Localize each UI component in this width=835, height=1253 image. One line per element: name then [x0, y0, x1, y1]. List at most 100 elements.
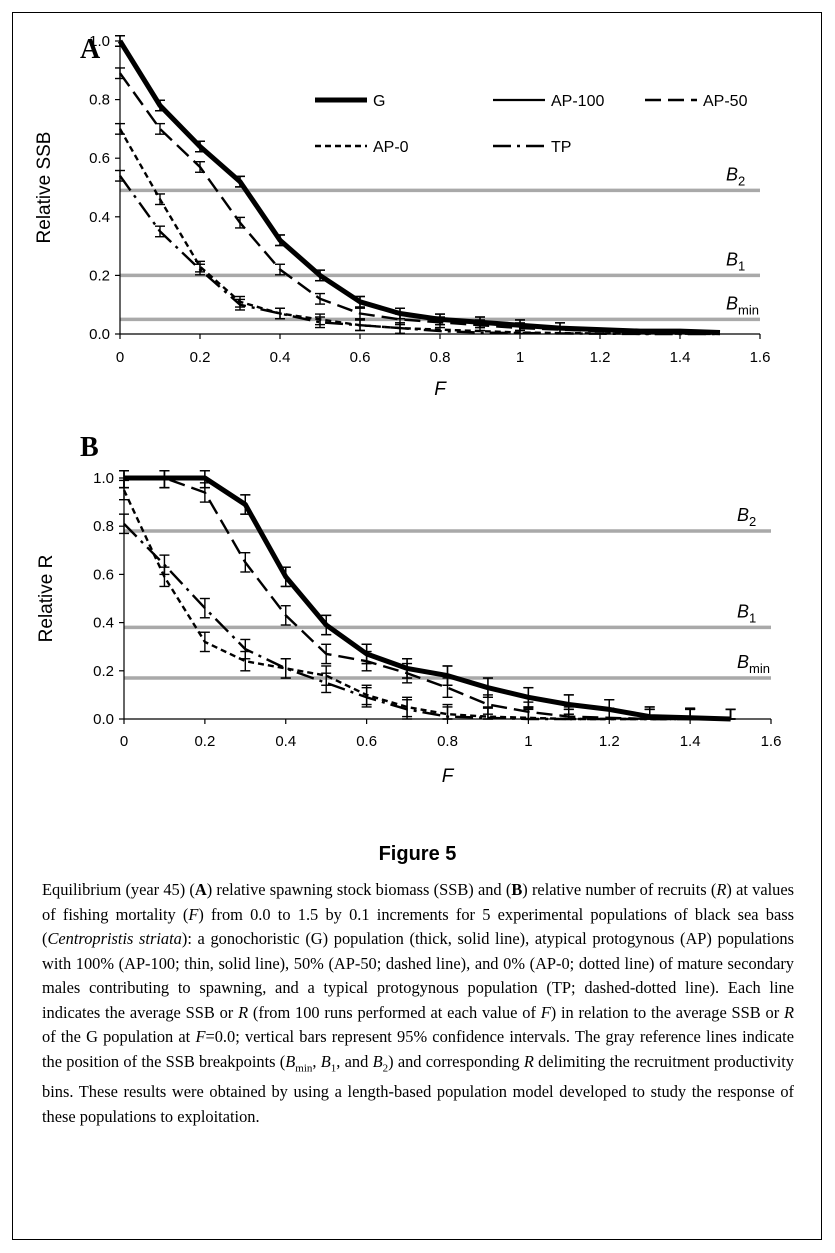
reference-label: B1 [737, 601, 756, 625]
x-tick-label: 0 [120, 733, 128, 750]
legend-label: G [373, 93, 385, 110]
y-tick-label: 0.2 [93, 663, 114, 680]
caption-part: min [295, 1061, 313, 1074]
reference-label: Bmin [726, 293, 759, 317]
caption-part: R [523, 1051, 534, 1071]
ref-label-sub: min [738, 302, 759, 317]
series-line-ap-50 [124, 476, 731, 721]
y-tick-label: 0.0 [93, 711, 114, 728]
ref-label-sub: min [749, 661, 770, 676]
caption-part: 1 [330, 1061, 337, 1074]
panel-letter: B [80, 432, 99, 463]
caption-part: A [194, 880, 207, 899]
caption-part: (from 100 runs performed at each value o… [248, 1002, 541, 1022]
ref-label-sub: 2 [749, 514, 756, 529]
caption-part: R [716, 880, 727, 899]
caption-part: ) relative spawning stock biomass (SSB) … [206, 880, 512, 899]
x-tick-label: 0.8 [430, 349, 451, 366]
series-line-g [124, 475, 731, 722]
reference-label: B2 [726, 164, 745, 188]
x-tick-label: 1 [516, 349, 524, 366]
ref-label-main: B [726, 293, 738, 313]
caption-part: Equilibrium (year 45) ( [42, 880, 195, 899]
ref-label-main: B [726, 249, 738, 269]
y-tick-label: 0.4 [93, 615, 114, 632]
ref-label-main: B [737, 652, 749, 672]
x-tick-label: 0.2 [190, 349, 211, 366]
y-tick-label: 0.8 [93, 518, 114, 535]
caption-part: B [511, 880, 523, 899]
caption-part: F [188, 904, 199, 924]
legend-label: TP [551, 139, 571, 156]
x-tick-label: 0 [116, 349, 124, 366]
figure-frame [12, 12, 822, 1240]
series-line-ap-50 [119, 72, 721, 335]
figure-title: Figure 5 [378, 843, 457, 865]
x-tick-label: 1.2 [590, 349, 611, 366]
x-tick-label: 0.4 [270, 349, 291, 366]
y-tick-label: 0.6 [89, 150, 110, 167]
caption-part: F [195, 1027, 206, 1046]
caption-part: 2 [382, 1061, 389, 1074]
caption-part: F [540, 1002, 551, 1022]
reference-label: B1 [726, 249, 745, 273]
x-tick-label: 1.2 [599, 733, 620, 750]
x-tick-label: 0.8 [437, 733, 458, 750]
x-tick-label: 1.4 [680, 733, 701, 750]
ref-label-main: B [737, 505, 749, 525]
caption-part: ) in relation to the average SSB or [550, 1002, 784, 1022]
caption-part: delimiting the recruitment productivity … [42, 1051, 794, 1126]
series-line-ap-0 [122, 489, 731, 721]
caption-part: R [238, 1002, 249, 1022]
series-line-g [117, 39, 721, 335]
x-tick-label: 1.6 [761, 733, 782, 750]
x-tick-label: 1.6 [750, 349, 771, 366]
series-line-ap-100 [119, 40, 721, 334]
legend-label: AP-100 [551, 93, 604, 110]
ref-label-main: B [726, 164, 738, 184]
caption-part: of the G population at [42, 1027, 196, 1046]
x-tick-label: 0.6 [350, 349, 371, 366]
figure-caption: Equilibrium (year 45) (A) relative spawn… [42, 878, 794, 1129]
series-line-tp [119, 175, 720, 336]
x-axis-title: F [434, 379, 447, 400]
series-line-ap-0 [118, 128, 721, 336]
y-tick-label: 0.0 [89, 326, 110, 343]
caption-part: ) at values of fishing mortality ( [42, 880, 795, 924]
panel-letter: A [80, 34, 101, 65]
series-line-ap-100 [124, 476, 731, 721]
ref-label-main: B [737, 601, 749, 621]
x-tick-label: 0.4 [275, 733, 296, 750]
legend-label: AP-0 [373, 139, 409, 156]
y-tick-label: 0.2 [89, 267, 110, 284]
legend-label: AP-50 [703, 93, 748, 110]
y-tick-label: 0.6 [93, 566, 114, 583]
caption-part: B [285, 1051, 296, 1071]
caption-part: B [320, 1051, 331, 1071]
y-tick-label: 0.8 [89, 92, 110, 109]
caption-part: , [312, 1051, 321, 1071]
reference-label: Bmin [737, 652, 770, 676]
caption-part: R [783, 1002, 794, 1022]
reference-label: B2 [737, 505, 756, 529]
caption-part: B [372, 1051, 383, 1071]
y-axis-title: Relative SSB [34, 132, 55, 244]
x-axis-title: F [442, 766, 455, 787]
ref-label-sub: 1 [749, 610, 756, 625]
y-tick-label: 1.0 [89, 33, 110, 50]
caption-part: =0.0; vertical bars represent 95% confid… [42, 1027, 794, 1071]
caption-part: , and [336, 1051, 373, 1071]
ref-label-sub: 1 [738, 258, 745, 273]
x-tick-label: 1.4 [670, 349, 691, 366]
y-tick-label: 1.0 [93, 470, 114, 487]
x-tick-label: 0.2 [194, 733, 215, 750]
y-axis-title: Relative R [36, 555, 57, 643]
caption-part: ) and corresponding [388, 1051, 524, 1071]
caption-part: Centropristis striata [47, 929, 182, 948]
x-tick-label: 1 [524, 733, 532, 750]
x-tick-label: 0.6 [356, 733, 377, 750]
series-line-tp [123, 522, 731, 721]
caption-part: ) from 0.0 to 1.5 by 0.1 increments for … [42, 904, 794, 949]
caption-part: ): a gonochoristic (G) population (thick… [42, 929, 795, 1022]
